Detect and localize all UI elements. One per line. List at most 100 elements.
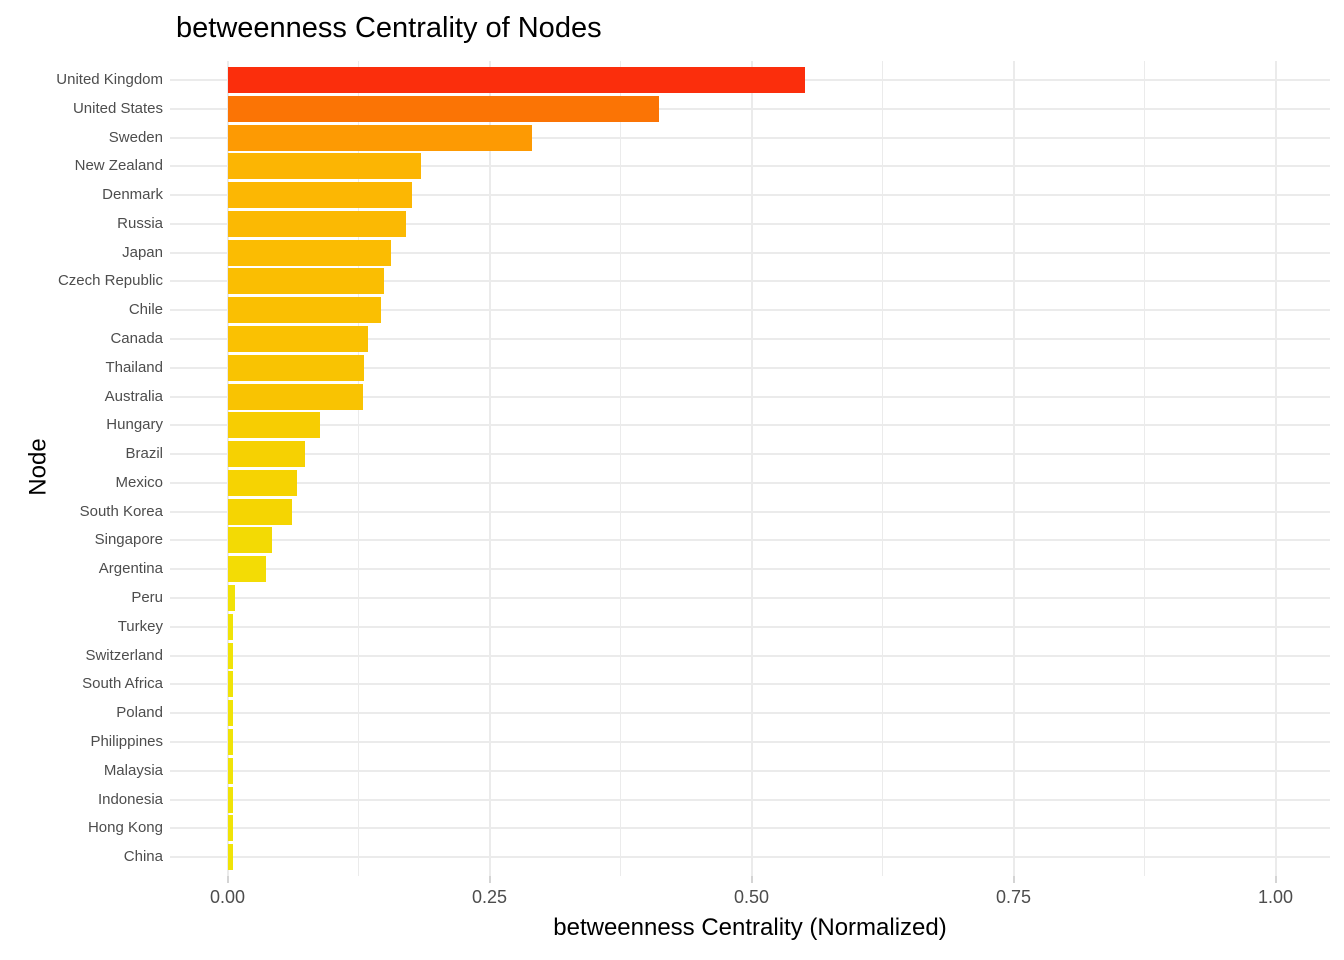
bar-philippines [228, 728, 233, 755]
gridline-horizontal [170, 654, 1330, 657]
bar-brazil [228, 441, 305, 468]
y-axis-labels: United Kingdom United States Sweden New Zea… [0, 61, 163, 876]
y-tick-label: Hungary [106, 416, 163, 434]
gridline-horizontal [170, 280, 1330, 283]
bar-australia [228, 383, 363, 410]
bar-hungary [228, 412, 320, 439]
gridline-horizontal [170, 510, 1330, 513]
bar-united-kingdom [228, 67, 805, 93]
plot-title: betweenness Centrality of Nodes [176, 12, 602, 44]
x-tick-label: 1.00 [1257, 887, 1294, 907]
x-tick-label: 0.50 [733, 887, 770, 907]
bar-chile [228, 297, 381, 324]
bar-china [228, 844, 233, 871]
bar-canada [228, 326, 368, 353]
x-axis-title: betweenness Centrality (Normalized) [553, 914, 947, 941]
gridline-horizontal [170, 222, 1330, 225]
gridline-horizontal [170, 107, 1330, 110]
bar-indonesia [228, 786, 233, 813]
gridline-horizontal [170, 481, 1330, 484]
gridline-horizontal [170, 856, 1330, 859]
gridline-horizontal [170, 798, 1330, 801]
x-tick-label: 0.00 [209, 887, 246, 907]
gridline-horizontal [170, 424, 1330, 427]
gridline-horizontal [170, 712, 1330, 715]
gridline-horizontal [170, 827, 1330, 830]
x-tick-mark [750, 876, 753, 883]
y-tick-label: Singapore [94, 531, 163, 549]
y-tick-label: Chile [128, 301, 163, 319]
gridline-horizontal [170, 740, 1330, 743]
gridline-horizontal [170, 251, 1330, 254]
y-tick-label: New Zealand [74, 157, 163, 175]
gridline-horizontal [170, 395, 1330, 398]
y-tick-label: Sweden [108, 128, 163, 146]
y-tick-label: Hong Kong [87, 819, 163, 837]
chart-panel: 0.00 0.25 0.50 0.75 1.00 [170, 61, 1330, 907]
y-tick-label: Poland [116, 704, 163, 722]
gridline-horizontal [170, 366, 1330, 369]
x-tick-mark [1012, 876, 1015, 883]
gridline-horizontal [170, 136, 1330, 139]
bar-argentina [228, 556, 266, 583]
gridline-horizontal [170, 338, 1330, 341]
x-tick-mark [1274, 876, 1277, 883]
bar-south-korea [228, 498, 292, 525]
y-tick-label: South Africa [82, 675, 163, 693]
y-tick-label: United Kingdom [56, 71, 163, 88]
bar-south-africa [228, 671, 233, 698]
gridline-horizontal [170, 194, 1330, 197]
bar-denmark [228, 182, 412, 209]
bar-peru [228, 585, 235, 612]
y-tick-label: Canada [110, 330, 163, 348]
y-tick-label: Brazil [125, 445, 163, 463]
gridline-horizontal [170, 769, 1330, 772]
bar-czech-republic [228, 268, 384, 295]
bar-turkey [228, 613, 233, 640]
y-tick-label: United States [72, 99, 163, 117]
y-tick-label: Peru [131, 589, 163, 607]
gridline-horizontal [170, 625, 1330, 628]
bar-russia [228, 210, 406, 237]
x-tick-label: 0.25 [471, 887, 508, 907]
y-tick-label: Malaysia [103, 761, 163, 779]
gridline-vertical-minor [1144, 61, 1145, 876]
gridline-vertical-major [488, 61, 491, 876]
gridline-vertical-major [750, 61, 753, 876]
gridline-horizontal [170, 597, 1330, 600]
gridline-vertical-minor [620, 61, 621, 876]
y-tick-label: China [123, 848, 163, 866]
gridline-horizontal [170, 309, 1330, 312]
gridline-vertical-minor [358, 61, 359, 876]
y-tick-label: Turkey [117, 617, 163, 635]
bar-hong-kong [228, 815, 233, 842]
gridline-horizontal [170, 568, 1330, 571]
y-tick-label: Russia [117, 214, 163, 232]
gridline-vertical-minor [882, 61, 883, 876]
y-tick-label: South Korea [79, 502, 163, 520]
y-tick-label: Indonesia [97, 790, 163, 808]
y-tick-label: Czech Republic [57, 272, 163, 290]
y-tick-label: Switzerland [85, 646, 163, 664]
y-tick-label: Philippines [90, 732, 163, 750]
gridline-horizontal [170, 453, 1330, 456]
bar-mexico [228, 469, 297, 496]
gridline-vertical-major [226, 61, 229, 876]
bar-united-states [228, 95, 659, 122]
x-tick-mark [226, 876, 229, 883]
bar-thailand [228, 354, 364, 381]
y-tick-label: Japan [122, 243, 163, 261]
gridline-horizontal [170, 539, 1330, 542]
y-tick-label: Thailand [105, 358, 163, 376]
y-tick-label: Denmark [102, 186, 163, 204]
gridline-vertical-major [1012, 61, 1015, 876]
bar-new-zealand [228, 153, 421, 180]
bar-japan [228, 239, 391, 266]
gridline-vertical-major [1274, 61, 1277, 876]
x-tick-label: 0.75 [995, 887, 1032, 907]
y-tick-label: Australia [104, 387, 163, 405]
gridline-horizontal [170, 683, 1330, 686]
y-tick-label: Mexico [115, 473, 163, 491]
bar-singapore [228, 527, 272, 554]
